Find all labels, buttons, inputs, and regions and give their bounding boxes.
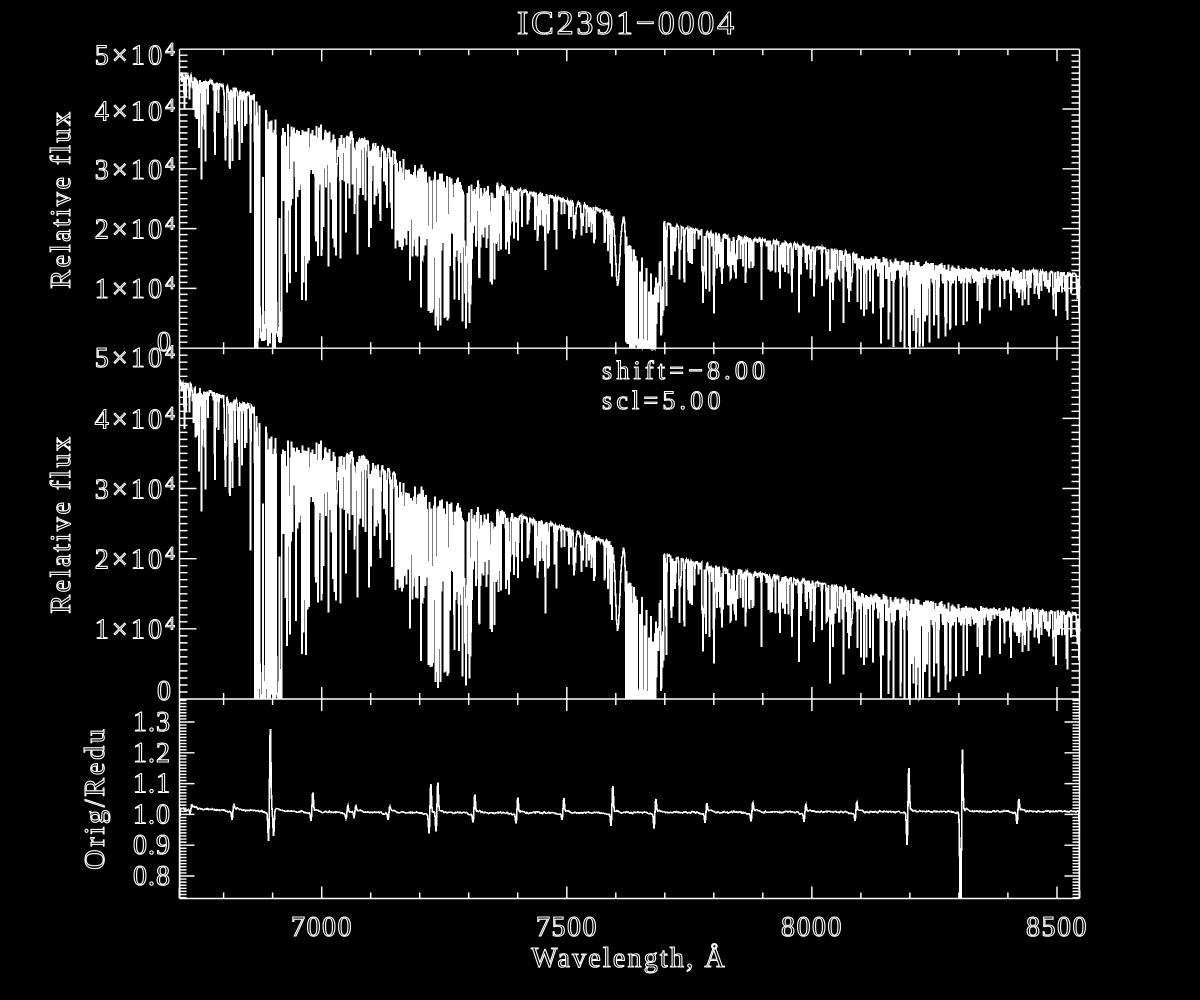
- svg-text:7500: 7500: [536, 912, 598, 943]
- svg-text:2×104: 2×104: [95, 214, 178, 246]
- svg-text:1.0: 1.0: [133, 799, 171, 830]
- svg-text:3×104: 3×104: [95, 474, 178, 506]
- svg-text:4×104: 4×104: [95, 404, 178, 436]
- svg-text:Orig/Redu: Orig/Redu: [80, 726, 111, 869]
- svg-text:0: 0: [157, 327, 171, 358]
- svg-text:1.1: 1.1: [133, 769, 171, 800]
- svg-text:5×104: 5×104: [95, 342, 178, 374]
- svg-text:5×104: 5×104: [95, 40, 178, 72]
- svg-text:IC2391−0004: IC2391−0004: [517, 5, 737, 42]
- svg-text:1.3: 1.3: [133, 707, 171, 738]
- svg-text:2×104: 2×104: [95, 544, 178, 576]
- svg-text:0.8: 0.8: [133, 861, 171, 892]
- svg-text:Relative flux: Relative flux: [46, 109, 77, 288]
- svg-text:1.2: 1.2: [133, 738, 171, 769]
- svg-text:3×104: 3×104: [95, 154, 178, 186]
- svg-text:Wavelength, Å: Wavelength, Å: [531, 943, 727, 974]
- svg-text:0.9: 0.9: [133, 830, 171, 861]
- svg-text:7000: 7000: [291, 912, 353, 943]
- svg-text:0: 0: [157, 676, 171, 707]
- svg-text:Relative flux: Relative flux: [46, 434, 77, 613]
- svg-text:4×104: 4×104: [95, 96, 178, 128]
- svg-text:8000: 8000: [781, 912, 843, 943]
- svg-text:1×104: 1×104: [95, 273, 178, 305]
- svg-text:shift=−8.00: shift=−8.00: [602, 356, 769, 385]
- svg-text:1×104: 1×104: [95, 614, 178, 646]
- svg-text:scl=5.00: scl=5.00: [602, 386, 725, 415]
- svg-text:8500: 8500: [1026, 912, 1088, 943]
